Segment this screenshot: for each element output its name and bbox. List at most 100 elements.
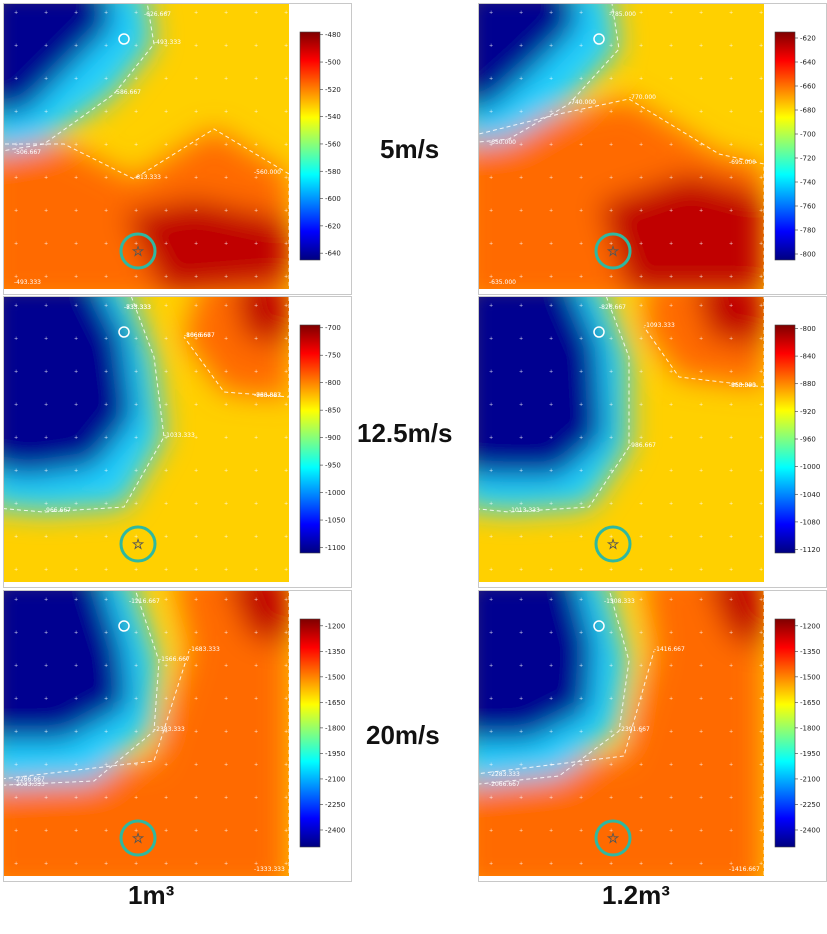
sample-point: + bbox=[254, 402, 258, 408]
star-icon: ☆ bbox=[132, 831, 145, 847]
sample-point: + bbox=[284, 663, 288, 669]
sample-point: + bbox=[134, 501, 138, 507]
sample-point: + bbox=[14, 435, 18, 441]
sample-point: + bbox=[254, 729, 258, 735]
sample-point: + bbox=[224, 795, 228, 801]
sample-point: + bbox=[759, 762, 763, 768]
sample-point: + bbox=[164, 109, 168, 115]
sample-point: + bbox=[164, 402, 168, 408]
sample-point: + bbox=[284, 567, 288, 573]
sample-point: + bbox=[579, 208, 583, 214]
sample-point: + bbox=[74, 274, 78, 280]
sample-point: + bbox=[104, 241, 108, 247]
sample-point: + bbox=[669, 501, 673, 507]
colorbar-tick-label: -880 bbox=[800, 380, 816, 388]
colorbar-tick-label: -640 bbox=[325, 250, 341, 258]
sample-point: + bbox=[134, 142, 138, 148]
sample-point: + bbox=[284, 303, 288, 309]
sample-point: + bbox=[729, 402, 733, 408]
sample-point: + bbox=[74, 795, 78, 801]
sample-point: + bbox=[729, 630, 733, 636]
sample-point: + bbox=[74, 630, 78, 636]
heatmap-svg: + + + + + + + + + + + + + + + + + + + + + + + + + + + + + + + + + + + + + + + +… bbox=[479, 591, 820, 876]
sample-point: + bbox=[699, 43, 703, 49]
sample-point: + bbox=[254, 534, 258, 540]
sample-point: + bbox=[104, 10, 108, 16]
sample-point: + bbox=[74, 109, 78, 115]
sample-point: + bbox=[759, 274, 763, 280]
sample-point: + bbox=[284, 828, 288, 834]
sample-point: + bbox=[164, 762, 168, 768]
field-peak-region bbox=[711, 591, 764, 651]
sample-point: + bbox=[74, 534, 78, 540]
sample-point: + bbox=[759, 142, 763, 148]
sample-point: + bbox=[489, 795, 493, 801]
sample-point: + bbox=[104, 142, 108, 148]
heatmap-panel: + + + + + + + + + + + + + + + + + + + + + + + + + + + + + + + + + + + + + + + +… bbox=[3, 590, 352, 882]
contour-label: -833.333 bbox=[254, 392, 281, 399]
contour-label: -635.000 bbox=[489, 279, 516, 286]
sample-point: + bbox=[14, 369, 18, 375]
sample-point: + bbox=[164, 729, 168, 735]
contour-line bbox=[643, 297, 764, 388]
sample-point: + bbox=[104, 175, 108, 181]
sample-point: + bbox=[254, 303, 258, 309]
contour-label: -785.000 bbox=[609, 11, 636, 18]
sample-point: + bbox=[699, 861, 703, 867]
sample-point: + bbox=[284, 241, 288, 247]
sample-point: + bbox=[194, 468, 198, 474]
sample-point: + bbox=[639, 468, 643, 474]
sample-point: + bbox=[104, 534, 108, 540]
sample-point: + bbox=[489, 468, 493, 474]
sample-point: + bbox=[759, 696, 763, 702]
sample-point: + bbox=[44, 241, 48, 247]
sample-point: + bbox=[224, 762, 228, 768]
sample-point: + bbox=[579, 402, 583, 408]
sample-point: + bbox=[44, 208, 48, 214]
sample-point: + bbox=[164, 567, 168, 573]
sample-point: + bbox=[639, 729, 643, 735]
sample-point: + bbox=[14, 43, 18, 49]
sample-point: + bbox=[699, 534, 703, 540]
contour-label: -2066.667 bbox=[489, 781, 520, 788]
sample-point: + bbox=[14, 501, 18, 507]
sample-point: + bbox=[284, 142, 288, 148]
sample-point: + bbox=[729, 336, 733, 342]
sample-point: + bbox=[579, 435, 583, 441]
sample-point: + bbox=[699, 336, 703, 342]
sample-point: + bbox=[134, 43, 138, 49]
sample-point: + bbox=[224, 303, 228, 309]
sample-point: + bbox=[44, 501, 48, 507]
sample-point: + bbox=[224, 663, 228, 669]
contour-label: -2283.333 bbox=[489, 771, 520, 778]
sample-point: + bbox=[639, 861, 643, 867]
sample-point: + bbox=[489, 76, 493, 82]
heatmap-field: + + + + + + + + + + + + + + + + + + + + + + + + + + + + + + + + + + + + + + + +… bbox=[479, 4, 764, 289]
contour-label: -1683.333 bbox=[189, 646, 220, 653]
sample-point: + bbox=[639, 402, 643, 408]
sample-point: + bbox=[104, 501, 108, 507]
sample-point: + bbox=[254, 762, 258, 768]
sample-point: + bbox=[669, 274, 673, 280]
sample-point: + bbox=[699, 303, 703, 309]
colorbar-tick-label: -1800 bbox=[325, 724, 345, 732]
sample-point: + bbox=[669, 142, 673, 148]
sample-point: + bbox=[74, 828, 78, 834]
sample-point: + bbox=[284, 10, 288, 16]
sample-point: + bbox=[134, 402, 138, 408]
sample-point: + bbox=[519, 501, 523, 507]
sample-point: + bbox=[254, 828, 258, 834]
colorbar bbox=[299, 618, 321, 848]
sample-point: + bbox=[14, 336, 18, 342]
sample-point: + bbox=[639, 534, 643, 540]
sample-point: + bbox=[254, 369, 258, 375]
sample-point: + bbox=[549, 762, 553, 768]
contour-label: -1308.333 bbox=[604, 598, 635, 605]
sample-point: + bbox=[729, 468, 733, 474]
sample-point: + bbox=[519, 336, 523, 342]
sample-point: + bbox=[489, 828, 493, 834]
sample-point: + bbox=[549, 729, 553, 735]
sample-point: + bbox=[759, 630, 763, 636]
colorbar-tick-label: -700 bbox=[325, 324, 341, 332]
sample-point: + bbox=[104, 43, 108, 49]
